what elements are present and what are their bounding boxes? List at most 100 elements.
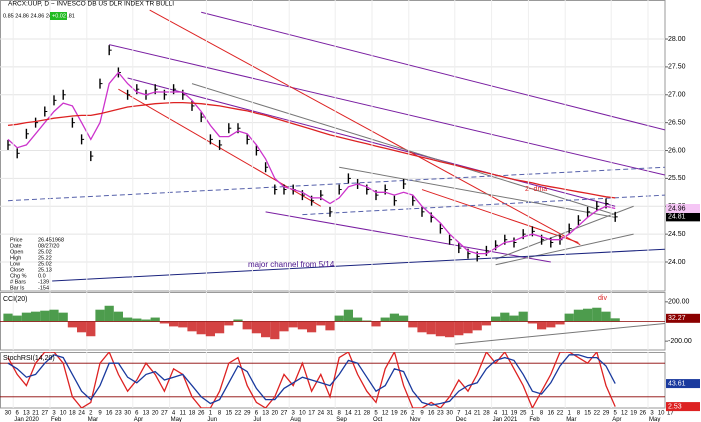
histogram-bar (491, 316, 501, 322)
info-label: Price (10, 237, 23, 243)
x-tick-label: 9 (98, 411, 102, 417)
x-tick-label: 27 (161, 411, 168, 417)
x-tick-label: 31 (327, 411, 334, 417)
histogram-bar (537, 321, 547, 330)
trend-line (7, 166, 665, 202)
histogram-bar (205, 321, 215, 337)
histogram-bar (150, 317, 160, 322)
trend-line (149, 9, 581, 246)
x-tick-label: 21 (354, 411, 361, 417)
x-tick-label: 29 (244, 411, 251, 417)
histogram-bar (196, 321, 206, 335)
info-value: 25.02 (38, 249, 52, 255)
x-tick-label: 21 (474, 411, 481, 417)
histogram-bar (564, 313, 574, 322)
info-value: 25.22 (38, 255, 52, 261)
trend-line (109, 44, 665, 176)
change-box (50, 12, 67, 20)
histogram-bar (500, 312, 510, 322)
x-tick-label: 23 (437, 411, 444, 417)
x-tick-label: 1 (209, 411, 213, 417)
x-tick-label: 18 (69, 411, 76, 417)
x-tick-label: 29 (603, 411, 610, 417)
month-label: Nov (410, 417, 421, 422)
month-label: Sep (336, 417, 347, 422)
info-label: Open (10, 249, 23, 255)
x-tick-label: 19 (630, 411, 637, 417)
x-tick-label: 8 (338, 411, 342, 417)
histogram-bar (362, 320, 372, 322)
trend-line (52, 248, 665, 282)
histogram-bar (123, 317, 133, 322)
x-tick-label: 6 (255, 411, 259, 417)
histogram-bar (481, 321, 491, 326)
histogram-bar (21, 312, 31, 322)
histogram-bar (233, 319, 243, 322)
histogram-bar (279, 321, 289, 332)
month-label: May (171, 417, 182, 422)
histogram-bar (601, 311, 611, 322)
histogram-bar (463, 321, 473, 334)
histogram-bar (159, 321, 169, 324)
histogram-bar (270, 321, 280, 340)
histogram-bar (353, 317, 363, 322)
x-tick-label: 30 (446, 411, 453, 417)
info-value: 25.13 (38, 267, 52, 273)
month-label: May (649, 417, 660, 422)
trend-line (302, 194, 665, 216)
value-tag-box (666, 212, 700, 222)
trend-line (495, 205, 634, 260)
x-tick-label: 24 (78, 411, 85, 417)
x-tick-label: 4 (172, 411, 176, 417)
x-tick-label: 30 (124, 411, 131, 417)
info-value: -139 (38, 279, 49, 285)
histogram-bar (67, 321, 77, 328)
x-tick-label: 27 (41, 411, 48, 417)
x-tick-label: 28 (483, 411, 490, 417)
series-line (7, 354, 616, 406)
value-tag: 43.61 (668, 380, 686, 387)
quote: 0.85 24.86 24.86 24.81 24.81 (3, 13, 75, 19)
chart-title: ARCX:UUP, D ~ INVESCO DB US DLR INDEX TR… (8, 1, 174, 8)
x-tick-label: 8 (540, 411, 544, 417)
x-tick-label: 10 (60, 411, 67, 417)
x-tick-label: 8 (218, 411, 222, 417)
x-tick-label: 22 (593, 411, 600, 417)
histogram-bar (86, 321, 96, 337)
histogram-bar (472, 321, 482, 331)
histogram-bar (518, 311, 528, 322)
x-tick-label: 15 (584, 411, 591, 417)
x-tick-label: 5 (614, 411, 618, 417)
y-tick-label: 26.50 (668, 119, 686, 126)
y-tick-label: 24.50 (668, 231, 686, 238)
histogram-bar (242, 321, 252, 330)
info-label: High (10, 255, 21, 261)
x-tick-label: 27 (281, 411, 288, 417)
x-tick-label: 15 (225, 411, 232, 417)
x-tick-label: 16 (547, 411, 554, 417)
x-tick-label: 12 (382, 411, 389, 417)
info-label: Low (10, 261, 20, 267)
y-tick-label: 27.50 (668, 64, 686, 71)
month-label: Jan 2021 (493, 417, 518, 422)
month-label: Jan 2020 (14, 417, 39, 422)
x-tick-label: 10 (658, 411, 665, 417)
x-tick-label: 14 (465, 411, 472, 417)
info-value: -154 (38, 285, 49, 291)
histogram-bar (573, 309, 583, 322)
x-tick-label: 26 (400, 411, 407, 417)
histogram-bar (288, 321, 298, 328)
x-tick-label: 11 (502, 411, 509, 417)
x-tick-label: 23 (115, 411, 122, 417)
histogram-bar (49, 309, 59, 322)
histogram-bar (445, 321, 455, 338)
histogram-bar (132, 318, 142, 322)
month-label: Mar (566, 417, 576, 422)
x-tick-label: 4 (494, 411, 498, 417)
histogram-bar (224, 321, 234, 326)
value-tag: 24.81 (668, 214, 686, 221)
trend-line (191, 83, 616, 216)
histogram-bar (261, 321, 271, 338)
histogram-bar (169, 321, 179, 327)
